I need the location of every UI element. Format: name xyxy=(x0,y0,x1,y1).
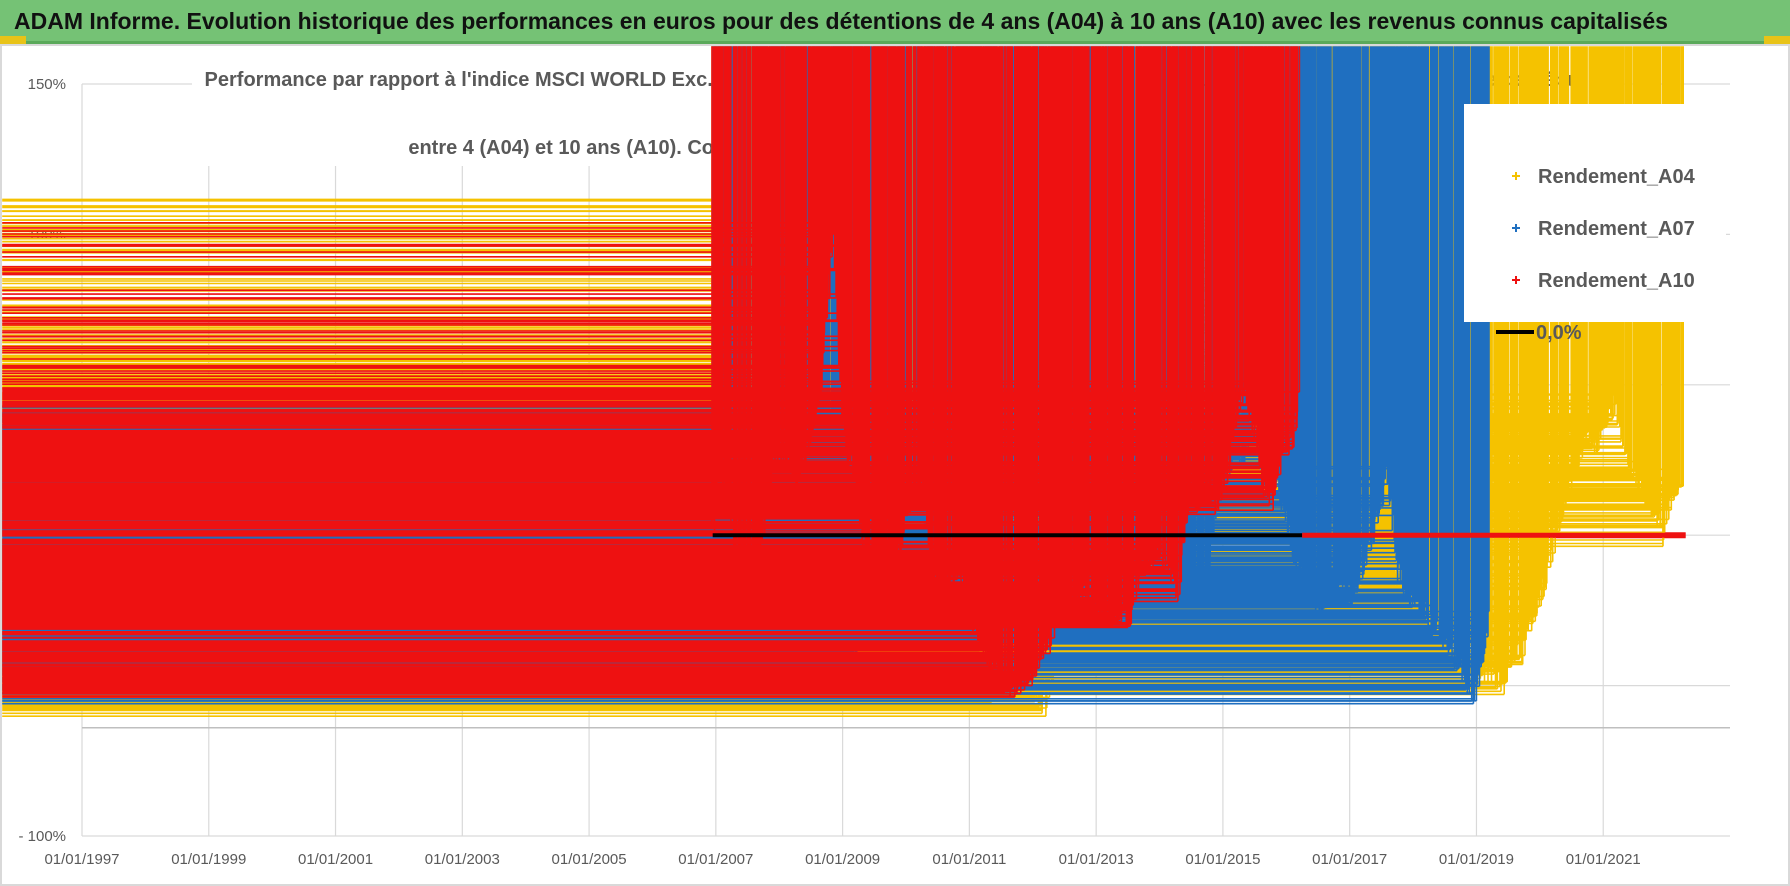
header-title: ADAM Informe. Evolution historique des p… xyxy=(14,8,1668,34)
x-tick-label: 01/01/1999 xyxy=(171,851,246,868)
x-tick-label: 01/01/2007 xyxy=(678,851,753,868)
x-tick-label: 01/01/2011 xyxy=(932,851,1006,868)
legend-label: Rendement_A10 xyxy=(1538,270,1695,292)
chart-area: - 100% - 50% 0% 50% 100% 150% 01/01/1997 01/01/… xyxy=(0,44,1790,886)
legend-label: Rendement_A07 xyxy=(1538,218,1695,240)
legend: Rendement_A04 Rendement_A07 Rendement_A10 0… xyxy=(1464,104,1726,344)
x-tick-label: 01/01/2015 xyxy=(1185,851,1260,868)
x-tick-label: 01/01/2021 xyxy=(1566,851,1641,868)
x-tick-label: 01/01/2013 xyxy=(1059,851,1134,868)
series-a10 xyxy=(2,46,1301,698)
x-tick-label: 01/01/2005 xyxy=(552,851,627,868)
x-tick-label: 01/01/2019 xyxy=(1439,851,1514,868)
series-markers-a10 xyxy=(2,46,1301,698)
banner-accent-left xyxy=(0,36,26,44)
x-tick-label: 01/01/2003 xyxy=(425,851,500,868)
x-tick-label: 01/01/2009 xyxy=(805,851,880,868)
y-tick-label: - 100% xyxy=(18,828,66,845)
legend-marker-a10 xyxy=(1512,276,1520,284)
x-tick-label: 01/01/1997 xyxy=(44,851,119,868)
header-banner: ADAM Informe. Evolution historique des p… xyxy=(0,0,1790,44)
x-tick-label: 01/01/2017 xyxy=(1312,851,1387,868)
x-tick-label: 01/01/2001 xyxy=(298,851,373,868)
legend-marker-a07 xyxy=(1512,224,1520,232)
y-tick-label: 150% xyxy=(28,76,66,93)
banner-accent-right xyxy=(1764,36,1790,44)
legend-label: 0,0% xyxy=(1536,322,1582,344)
legend-background xyxy=(1464,104,1726,322)
scatter-chart: - 100%- 50%0%50%100%150%01/01/1997 01/01/… xyxy=(2,46,1730,868)
legend-marker-a04 xyxy=(1512,172,1520,180)
legend-label: Rendement_A04 xyxy=(1538,166,1696,188)
